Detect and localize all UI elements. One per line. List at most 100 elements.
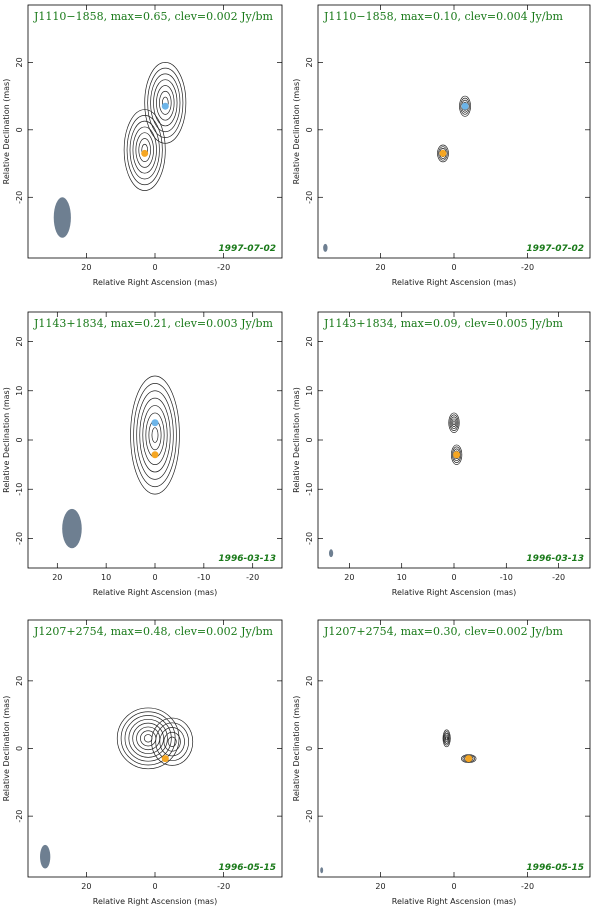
x-tick-label: 20 [81, 882, 91, 891]
y-tick-label: -20 [15, 191, 24, 204]
plot-frame [317, 4, 591, 259]
contour [132, 722, 164, 754]
y-tick-label: 20 [305, 57, 314, 67]
y-axis-label: Relative Declination (mas) [2, 79, 11, 185]
component-marker [141, 149, 149, 157]
y-tick-label: -10 [15, 483, 24, 496]
x-tick-label: 20 [52, 573, 62, 582]
contour [129, 120, 160, 180]
contour [124, 715, 172, 762]
contour [167, 736, 177, 747]
y-tick-label: 0 [15, 127, 24, 132]
x-tick-label: 20 [344, 573, 354, 582]
x-axis-label: Relative Right Ascension (mas) [93, 897, 217, 906]
component-marker [453, 451, 461, 459]
y-tick-label: -10 [305, 483, 314, 496]
contour [155, 722, 189, 762]
contour [153, 79, 178, 127]
contour [437, 144, 449, 163]
contour [451, 444, 463, 465]
contour [142, 405, 168, 465]
component-marker [439, 149, 447, 157]
contour [450, 416, 458, 430]
contour [159, 727, 185, 757]
x-tick-label: 20 [375, 263, 385, 272]
contour [130, 375, 180, 495]
contour [128, 718, 168, 758]
x-tick-label: -20 [246, 573, 259, 582]
contour [460, 97, 470, 115]
component-marker [161, 755, 169, 763]
x-axis-label: Relative Right Ascension (mas) [392, 278, 516, 287]
x-tick-label: -20 [217, 882, 230, 891]
panel-title: J1110−1858, max=0.10, clev=0.004 Jy/bm [323, 10, 563, 23]
plot-frame [317, 619, 591, 878]
contour [139, 397, 171, 473]
beam [40, 844, 51, 869]
contour [159, 90, 172, 115]
x-tick-label: 0 [451, 573, 456, 582]
beam [320, 867, 324, 874]
contour [452, 446, 462, 463]
y-tick-label: 20 [15, 57, 24, 67]
contour [135, 132, 154, 168]
y-axis-label: Relative Declination (mas) [292, 79, 301, 185]
plot-frame [27, 619, 283, 878]
x-tick-label: 0 [451, 263, 456, 272]
contour [163, 731, 181, 752]
contour [132, 126, 157, 174]
x-tick-label: -20 [552, 573, 565, 582]
contour [126, 115, 163, 186]
y-tick-label: 20 [305, 336, 314, 346]
x-axis-label: Relative Right Ascension (mas) [93, 278, 217, 287]
component-marker [465, 755, 473, 763]
y-tick-label: 20 [15, 676, 24, 686]
contour [150, 73, 181, 133]
date-label: 1997-07-02 [218, 244, 276, 254]
y-tick-label: -20 [305, 191, 314, 204]
contour [443, 731, 450, 746]
beam [323, 243, 328, 252]
date-label: 1996-03-13 [218, 554, 276, 564]
y-tick-label: 0 [305, 746, 314, 751]
x-tick-label: 10 [101, 573, 111, 582]
contour [147, 67, 184, 138]
x-tick-label: 10 [397, 573, 407, 582]
date-label: 1996-05-15 [218, 863, 276, 873]
contour [140, 730, 157, 747]
y-tick-label: -20 [15, 532, 24, 545]
contour [143, 734, 153, 743]
x-tick-label: -20 [217, 263, 230, 272]
contour [449, 414, 459, 431]
y-tick-label: 10 [305, 386, 314, 396]
component-marker [151, 451, 159, 459]
contour [452, 420, 456, 426]
beam [328, 549, 334, 558]
contour [123, 109, 166, 191]
contour [442, 729, 451, 748]
y-tick-label: 10 [15, 386, 24, 396]
x-axis-label: Relative Right Ascension (mas) [392, 588, 516, 597]
y-axis-label: Relative Declination (mas) [292, 696, 301, 802]
beam [53, 197, 71, 238]
component-marker [461, 102, 469, 110]
beam [62, 508, 82, 549]
y-tick-label: -20 [305, 532, 314, 545]
panel-title: J1207+2754, max=0.30, clev=0.002 Jy/bm [323, 625, 563, 638]
date-label: 1996-05-15 [526, 863, 584, 873]
date-label: 1996-03-13 [526, 554, 584, 564]
y-tick-label: 0 [15, 437, 24, 442]
y-tick-label: 20 [15, 336, 24, 346]
y-tick-label: 0 [15, 746, 24, 751]
contour [444, 734, 449, 743]
x-axis-label: Relative Right Ascension (mas) [93, 588, 217, 597]
x-tick-label: -20 [521, 263, 534, 272]
contour [151, 427, 159, 443]
x-tick-label: -20 [521, 882, 534, 891]
y-axis-label: Relative Declination (mas) [2, 387, 11, 493]
x-tick-label: -10 [500, 573, 513, 582]
contour [136, 390, 174, 480]
contour [156, 85, 175, 121]
x-tick-label: 0 [152, 573, 157, 582]
